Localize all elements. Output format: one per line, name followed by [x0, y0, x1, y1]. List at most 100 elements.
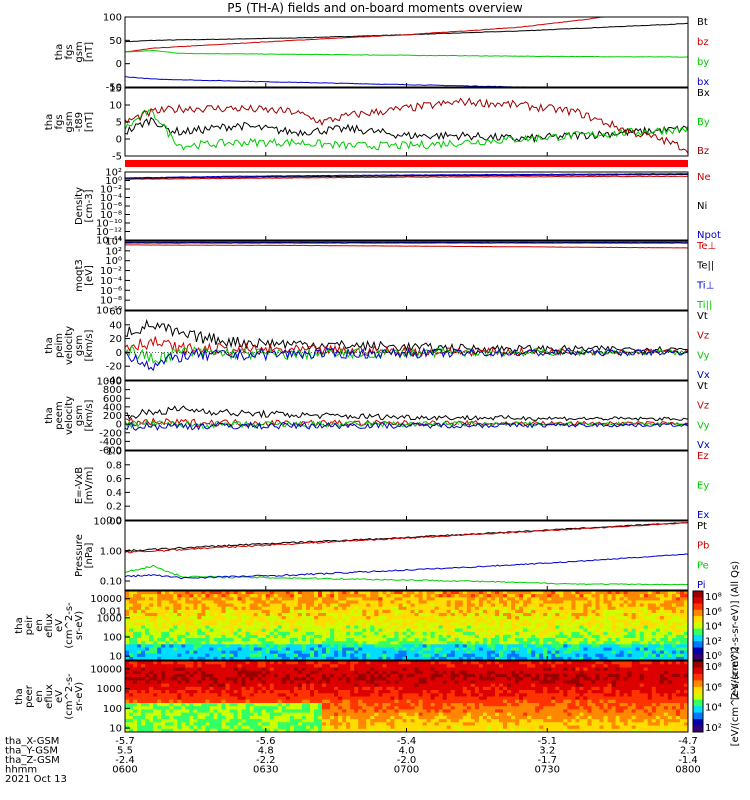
- spectro-cell: [671, 631, 677, 636]
- spectro-cell: [531, 600, 536, 604]
- spectro-cell: [173, 680, 178, 684]
- spectro-cell: [217, 680, 222, 684]
- spectro-cell: [519, 634, 524, 639]
- spectro-cell: [237, 661, 242, 665]
- spectro-cell: [495, 634, 500, 639]
- spectro-cell: [639, 600, 645, 604]
- spectro-cell: [326, 706, 331, 710]
- spectro-cell: [667, 606, 673, 611]
- spectro-cell: [197, 696, 202, 701]
- spectro-cell: [221, 667, 226, 672]
- spectro-cell: [161, 661, 166, 665]
- spectro-cell: [659, 628, 665, 633]
- spectro-cell: [414, 609, 419, 614]
- spectro-cell: [394, 625, 399, 629]
- spectro-cell: [358, 603, 363, 607]
- spectro-cell: [241, 686, 246, 691]
- spectro-cell: [213, 667, 218, 672]
- spectro-cell: [410, 603, 415, 607]
- spectro-cell: [177, 677, 182, 681]
- spectro-cell: [523, 631, 528, 636]
- spectro-cell: [523, 603, 528, 607]
- spectro-cell: [567, 591, 572, 595]
- spectro-cell: [141, 696, 146, 701]
- spectro-cell: [297, 594, 303, 598]
- spectro-cell: [394, 686, 399, 691]
- spectro-cell: [418, 613, 423, 617]
- spectro-cell: [141, 613, 146, 617]
- spectro-cell: [579, 594, 584, 598]
- spectro-cell: [253, 680, 259, 684]
- spectro-cell: [346, 722, 351, 726]
- spectro-cell: [346, 591, 351, 595]
- spectro-cell: [575, 650, 580, 655]
- spectro-cell: [257, 641, 263, 645]
- spectro-cell: [362, 703, 367, 707]
- spectro-cell: [261, 653, 267, 658]
- spectro-cell: [571, 597, 576, 601]
- spectro-cell: [221, 650, 226, 655]
- spectro-cell: [547, 653, 552, 658]
- spectro-cell: [314, 680, 319, 684]
- spectro-cell: [297, 709, 303, 713]
- spectro-cell: [189, 606, 194, 611]
- spectro-cell: [603, 653, 608, 658]
- spectro-cell: [145, 715, 150, 720]
- spectro-cell: [293, 628, 299, 633]
- spectro-cell: [314, 622, 319, 626]
- spectro-cell: [370, 638, 375, 642]
- spectro-cell: [177, 619, 182, 623]
- spectro-cell: [611, 619, 616, 623]
- spectro-cell: [667, 594, 673, 598]
- spectro-cell: [547, 616, 552, 620]
- legend-Bt: Bt: [697, 17, 708, 28]
- spectro-cell: [390, 703, 395, 707]
- spectro-cell: [209, 664, 214, 668]
- spectro-cell: [269, 594, 275, 598]
- y-tick-label: 10⁻²: [100, 266, 122, 277]
- spectro-cell: [543, 591, 548, 595]
- spectro-cell: [293, 677, 299, 681]
- spectro-cell: [297, 670, 303, 675]
- spectro-cell: [289, 597, 295, 601]
- spectro-cell: [241, 591, 246, 595]
- spectro-cell: [326, 634, 331, 639]
- spectro-cell: [197, 606, 202, 611]
- spectro-cell: [515, 619, 520, 623]
- spectro-cell: [177, 715, 182, 720]
- spectro-cell: [527, 609, 532, 614]
- spectro-cell: [189, 664, 194, 668]
- spectro-cell: [422, 670, 427, 675]
- spectro-cell: [394, 600, 399, 604]
- spectro-cell: [671, 625, 677, 629]
- spectro-cell: [217, 594, 222, 598]
- spectro-cell: [334, 670, 339, 675]
- spectro-cell: [137, 650, 142, 655]
- spectro-cell: [289, 656, 295, 661]
- spectro-cell: [539, 625, 544, 629]
- spectro-cell: [181, 597, 186, 601]
- spectro-cell: [261, 631, 267, 636]
- spectro-cell: [213, 725, 218, 730]
- spectro-cell: [221, 703, 226, 707]
- spectro-cell: [181, 712, 186, 717]
- spectro-cell: [273, 606, 279, 611]
- spectro-cell: [663, 641, 669, 645]
- spectro-cell: [394, 619, 399, 623]
- spectro-cell: [338, 591, 343, 595]
- spectro-cell: [273, 699, 279, 704]
- spectro-cell: [386, 728, 391, 733]
- spectro-cell: [249, 591, 255, 595]
- spectro-cell: [201, 644, 206, 648]
- spectro-cell: [358, 656, 363, 661]
- spectro-cell: [173, 699, 178, 704]
- spectro-cell: [249, 653, 255, 658]
- spectro-cell: [277, 600, 283, 604]
- spectro-cell: [374, 699, 379, 704]
- spectro-cell: [217, 644, 222, 648]
- spectro-cell: [322, 622, 327, 626]
- spectro-cell: [394, 613, 399, 617]
- spectro-cell: [125, 619, 130, 623]
- spectro-cell: [221, 690, 226, 694]
- spectro-cell: [410, 680, 415, 684]
